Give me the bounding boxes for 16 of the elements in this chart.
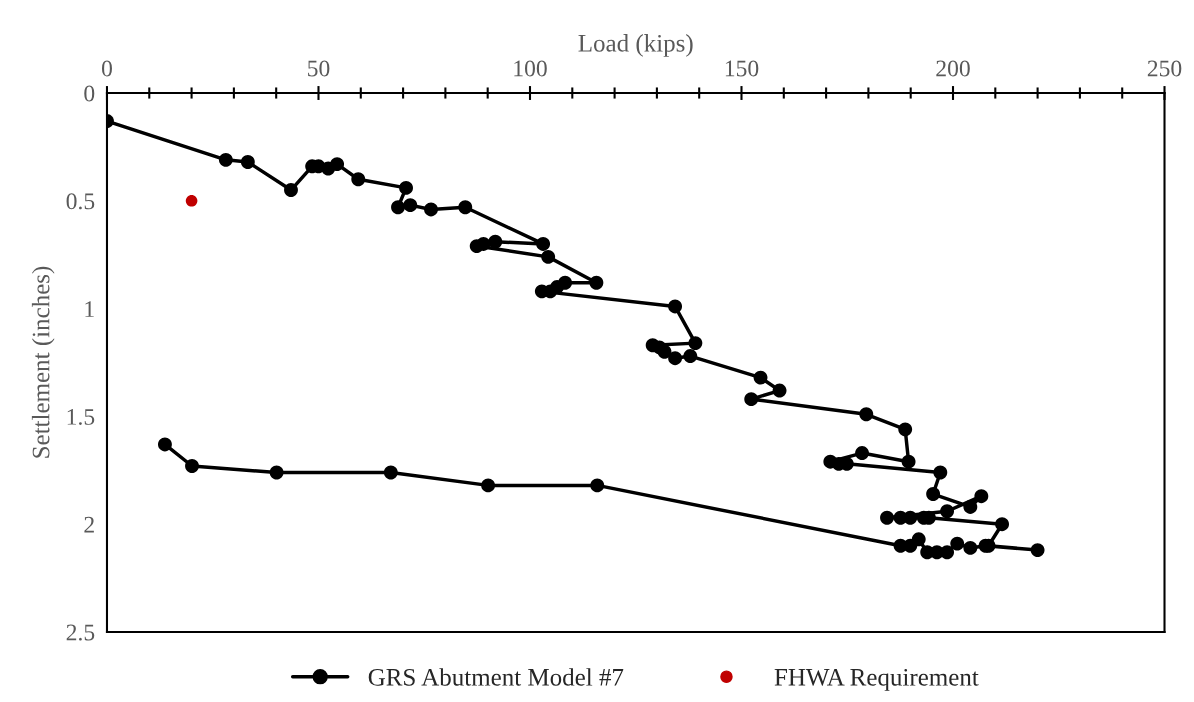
- y-tick-label: 2: [84, 516, 94, 533]
- x-tick-label: 250: [1147, 60, 1182, 77]
- y-tick-label: 1.5: [67, 409, 95, 425]
- x-tick-label: 150: [725, 60, 759, 77]
- y-tick-label: 1: [85, 301, 94, 317]
- y-tick-label: 0.5: [66, 193, 95, 210]
- y-tick-label: 0: [84, 85, 95, 102]
- x-tick-label: 0: [101, 60, 112, 77]
- y-tick-label: 2.5: [66, 624, 95, 641]
- legend-label: GRS Abutment Model #7: [368, 668, 624, 686]
- x-tick-label: 50: [308, 60, 330, 77]
- x-tick-label: 100: [514, 60, 547, 77]
- y-axis-title: Settlement (inches): [31, 266, 55, 458]
- x-axis-title: Load (kips): [578, 34, 693, 57]
- legend-label: FHWA Requirement: [774, 668, 979, 691]
- x-tick-label: 200: [936, 60, 970, 77]
